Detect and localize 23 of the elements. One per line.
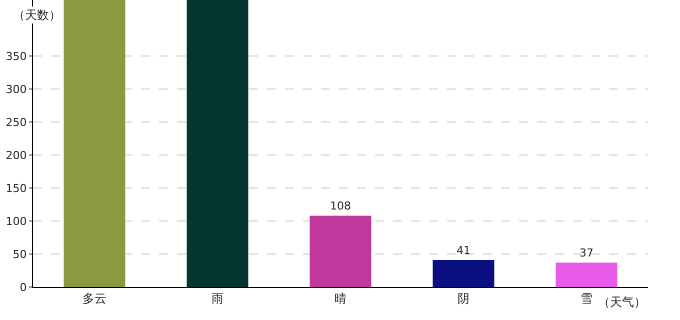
x-tick-label: 晴 [334, 291, 346, 306]
x-axis-title: （天气） [598, 295, 646, 309]
bar [186, 0, 248, 287]
data-label: 41 [456, 244, 470, 257]
y-tick-label: 150 [6, 182, 27, 195]
y-tick-label: 0 [20, 280, 27, 294]
x-tick-label: 雨 [212, 291, 224, 306]
y-tick-label: 200 [6, 148, 27, 162]
bar [64, 0, 126, 287]
y-tick-label: 250 [6, 116, 27, 129]
bar [310, 216, 372, 287]
x-tick-label: 雪 [580, 291, 592, 306]
data-label: 108 [330, 200, 351, 213]
y-tick-label: 50 [12, 248, 27, 261]
bar [556, 262, 618, 287]
y-tick-label: 350 [6, 50, 27, 63]
data-label: 37 [580, 246, 594, 260]
x-tick-label: 阴 [458, 291, 470, 306]
x-tick-label: 多云 [82, 291, 106, 306]
y-tick-label: 300 [6, 82, 27, 96]
y-tick-label: 100 [6, 214, 27, 228]
bar [432, 260, 494, 287]
y-axis-title: （天数） [13, 8, 61, 22]
